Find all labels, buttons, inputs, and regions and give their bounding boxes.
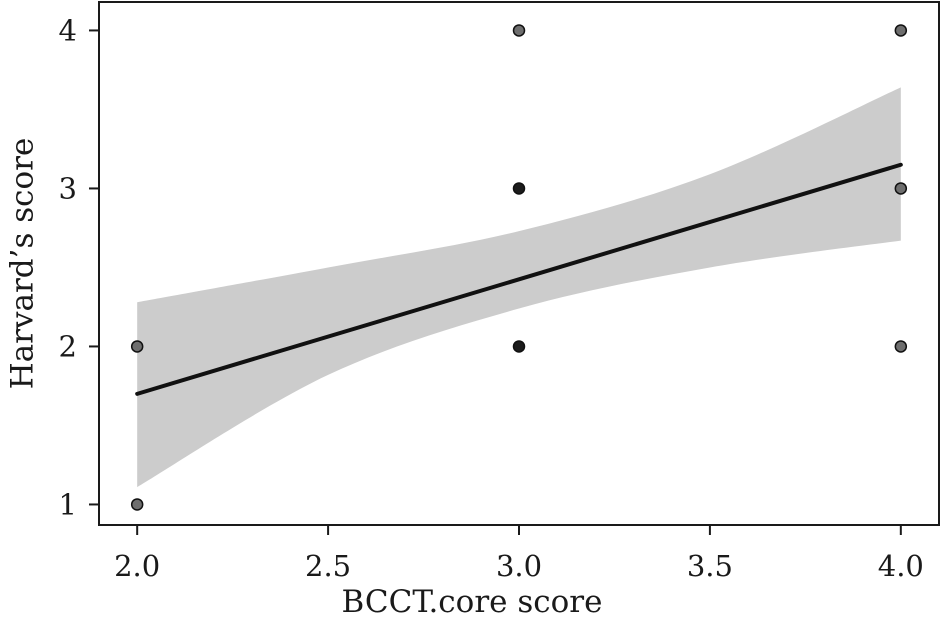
confidence-band-layer xyxy=(137,87,901,488)
x-tick-label: 3.0 xyxy=(496,549,542,583)
y-axis-label: Harvard’s score xyxy=(5,138,41,390)
data-point xyxy=(130,498,144,511)
x-tick-label: 4.0 xyxy=(878,549,924,583)
data-point xyxy=(130,340,144,353)
data-point xyxy=(512,182,526,195)
x-tick-label: 2.0 xyxy=(114,549,160,583)
data-points-layer xyxy=(130,24,908,511)
data-point xyxy=(894,182,908,195)
regression-line-layer xyxy=(135,162,903,396)
y-tick-label: 4 xyxy=(59,13,77,47)
axes-layer: 2.0 2.5 3.0 3.5 4.0 1 2 3 4 xyxy=(59,1,940,583)
x-tick-label: 2.5 xyxy=(305,549,351,583)
data-point xyxy=(894,340,908,353)
data-point xyxy=(894,24,908,37)
y-tick-label: 2 xyxy=(59,329,77,363)
x-tick-label: 3.5 xyxy=(687,549,733,583)
y-tick-label: 3 xyxy=(59,171,77,205)
regression-line xyxy=(135,162,903,396)
data-point xyxy=(512,24,526,37)
data-point xyxy=(512,340,526,353)
confidence-band xyxy=(137,87,901,488)
x-axis-label: BCCT.core score xyxy=(342,584,603,620)
y-tick-label: 1 xyxy=(59,487,77,521)
